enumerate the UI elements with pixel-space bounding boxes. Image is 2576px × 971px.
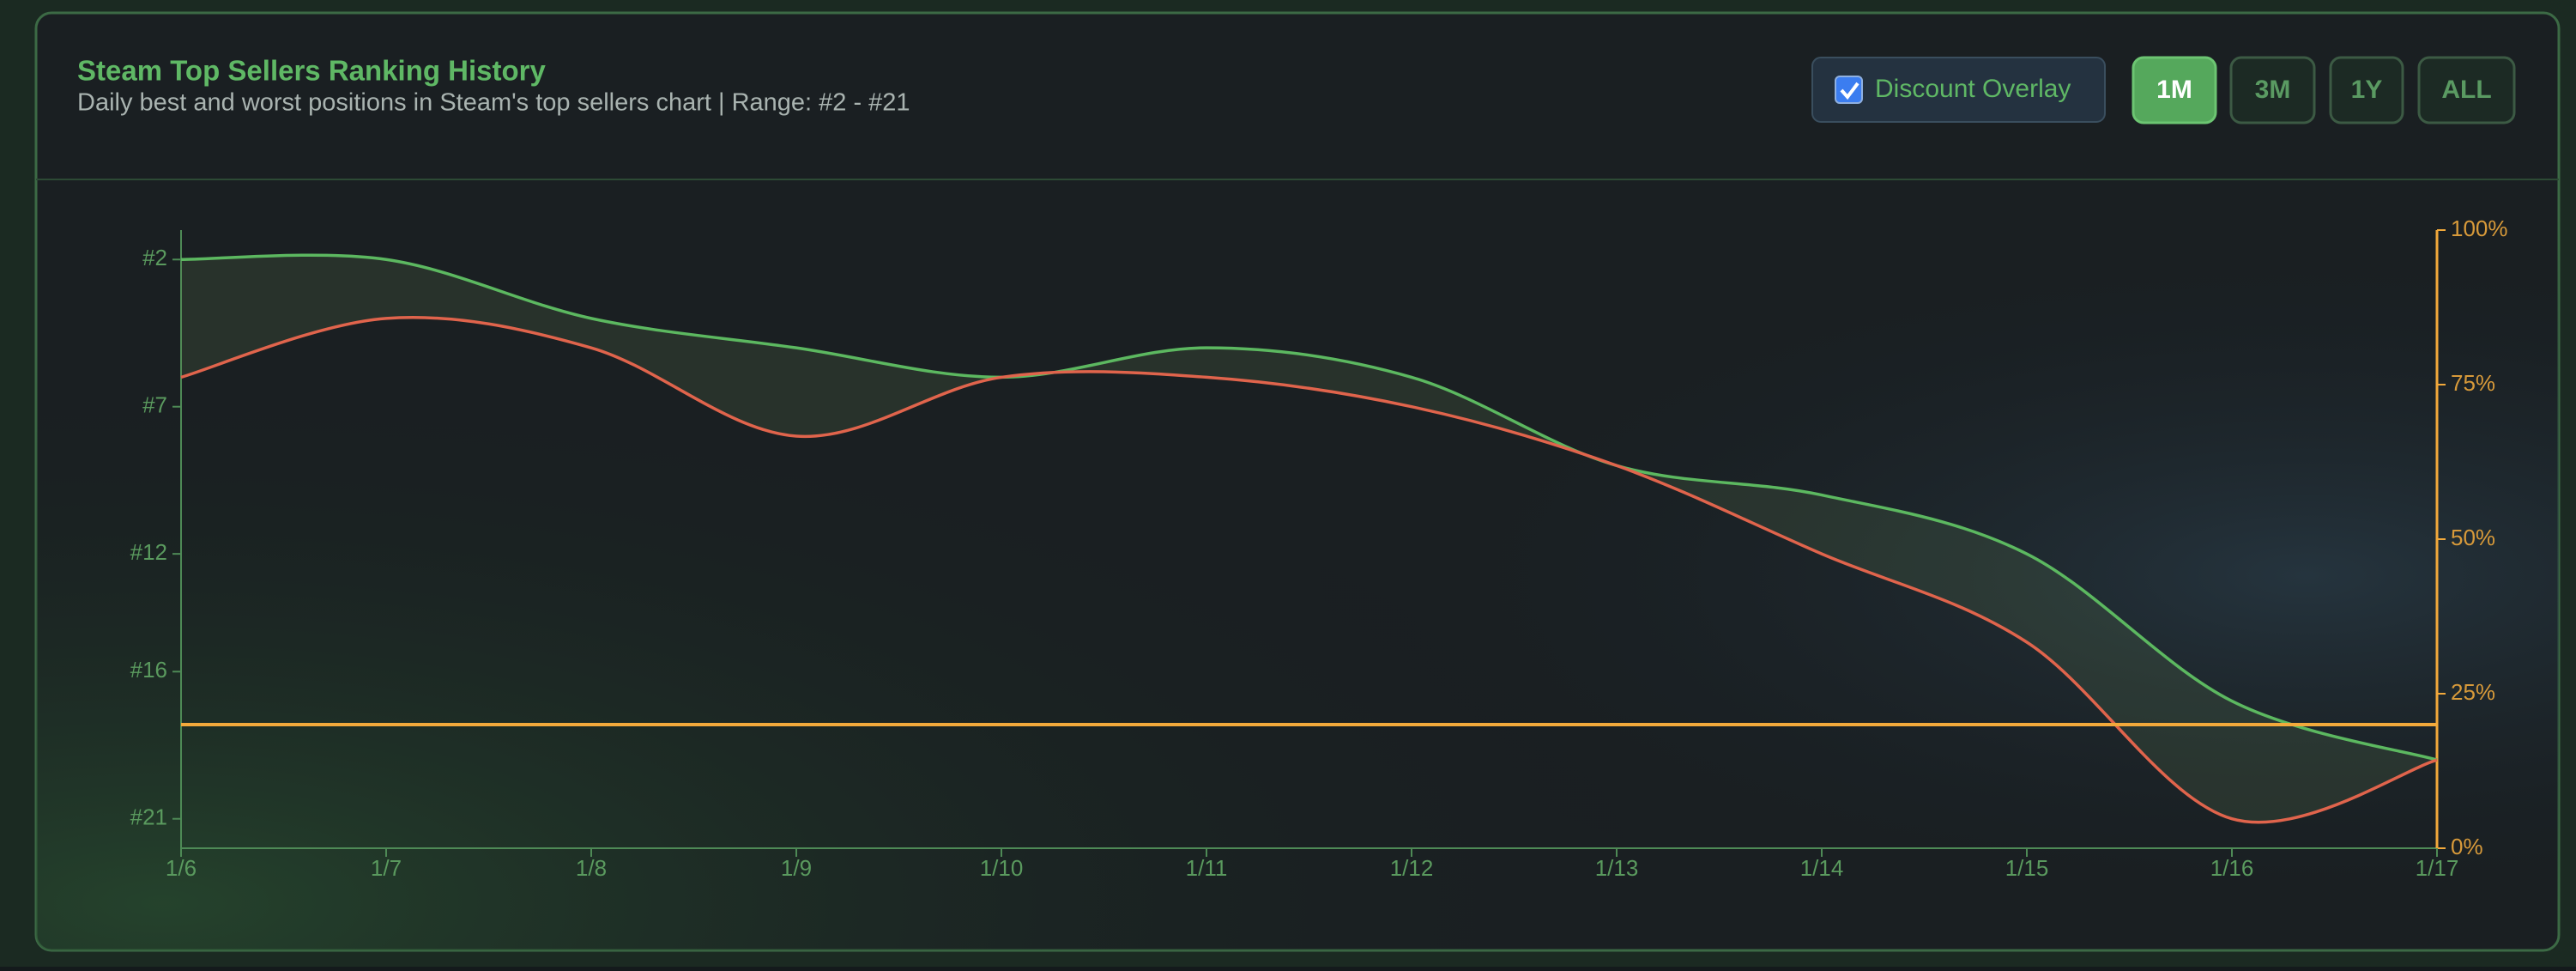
x-tick-label: 1/13	[1595, 855, 1639, 881]
y-tick-label: #2	[142, 245, 167, 270]
y-tick-label: #21	[130, 804, 167, 830]
checkmark	[1840, 82, 1859, 100]
button-label: ALL	[2441, 76, 2491, 104]
range-button[interactable]: 3M	[2229, 56, 2316, 124]
rank-line	[180, 316, 2438, 824]
y2-tick-label: 75%	[2451, 370, 2495, 396]
range-band	[181, 255, 2437, 822]
y2-tick-label: 25%	[2451, 679, 2495, 705]
x-tick-label: 1/11	[1186, 855, 1228, 881]
checkbox[interactable]	[1835, 76, 1863, 104]
button-label: 3M	[2255, 76, 2291, 104]
button-bg	[2417, 56, 2516, 124]
button-bg	[2229, 56, 2316, 124]
x-tick-label: 1/8	[576, 855, 607, 881]
x-tick-label: 1/15	[2005, 855, 2049, 881]
x-tick-label: 1/12	[1390, 855, 1434, 881]
y-tick-label: #16	[130, 657, 167, 683]
y-tick-label: #7	[142, 392, 167, 418]
controls: Discount Overlay 1M 3M 1Y ALL	[1811, 56, 2516, 124]
y-tick-label: #12	[130, 539, 167, 565]
x-tick-label: 1/7	[371, 855, 402, 881]
y2-tick-label: 0%	[2451, 834, 2483, 859]
range-button[interactable]: 1M	[2132, 56, 2217, 124]
button-label: 1M	[2156, 76, 2192, 104]
chart-subtitle: Daily best and worst positions in Steam'…	[77, 89, 910, 117]
y2-tick-label: 100%	[2451, 215, 2508, 241]
x-tick-label: 1/17	[2416, 855, 2459, 881]
x-tick-label: 1/9	[781, 855, 812, 881]
toggle-bg	[1811, 57, 2106, 123]
button-label: 1Y	[2351, 76, 2383, 104]
x-tick-label: 1/6	[166, 855, 197, 881]
button-bg	[2132, 56, 2217, 124]
x-tick-label: 1/16	[2210, 855, 2254, 881]
range-button[interactable]: ALL	[2417, 56, 2516, 124]
x-tick-label: 1/14	[1800, 855, 1844, 881]
toggle-label: Discount Overlay	[1875, 75, 2071, 103]
discount-toggle[interactable]: Discount Overlay	[1811, 57, 2106, 123]
plot: #2 #7 #12 #16 #21 0% 25% 50% 75% 100% 1/6 1/7 1/8 1/9…	[130, 215, 2508, 881]
x-tick-label: 1/10	[980, 855, 1024, 881]
card-glow	[36, 13, 2559, 950]
button-bg	[2329, 56, 2404, 124]
chart-title: Steam Top Sellers Ranking History	[77, 55, 547, 87]
y2-tick-label: 50%	[2451, 525, 2495, 550]
range-button[interactable]: 1Y	[2329, 56, 2404, 124]
rank-line	[180, 253, 2438, 762]
